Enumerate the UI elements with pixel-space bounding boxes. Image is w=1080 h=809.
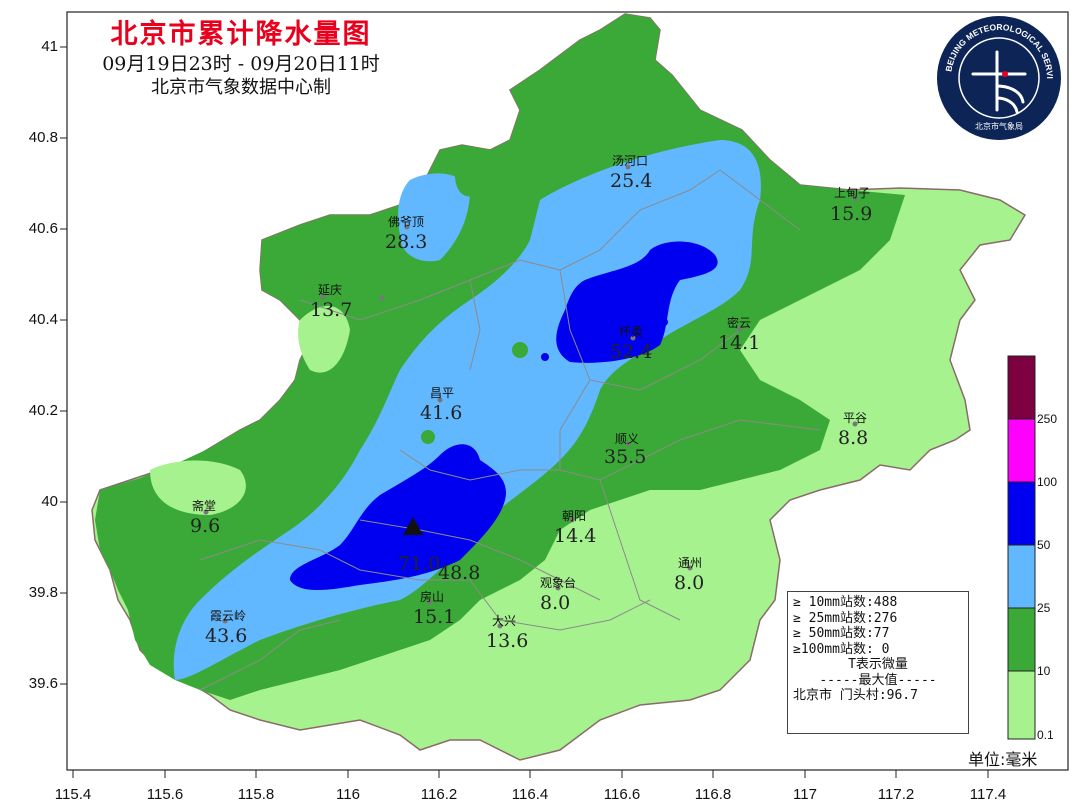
lon-tick-label: 116.4 (511, 786, 549, 803)
legend-label: 10 (1037, 664, 1051, 678)
station-value: 8.0 (674, 572, 705, 594)
station-value: 43.6 (205, 625, 248, 647)
station-name: 大兴 (492, 614, 517, 628)
lat-tick-label: 40.6 (28, 220, 58, 237)
station-value: 13.7 (310, 299, 353, 321)
rain-patch-blue-upper (455, 173, 477, 197)
station-name: 顺义 (615, 432, 640, 446)
station-name: 上甸子 (834, 186, 871, 200)
rain-dot-50-100-b (660, 318, 668, 326)
lon-tick-label: 116.2 (420, 786, 458, 803)
stats-line: ≥100mm站数: 0 (793, 641, 890, 657)
lat-tick-label: 41 (41, 38, 58, 55)
lat-tick-label: 40.4 (28, 311, 58, 328)
title-block: 北京市累计降水量图 09月19日23时 - 09月20日11时 北京市气象数据中… (76, 18, 406, 100)
station-value: 15.1 (413, 606, 456, 628)
lon-tick-label: 116.6 (603, 786, 641, 803)
legend-label: 250 (1037, 412, 1058, 426)
max-station-triangle-icon (403, 517, 423, 535)
rain-band-50-100-urban (290, 444, 506, 590)
unit-label: 单位:毫米 (968, 750, 1038, 769)
station-name: 平谷 (843, 411, 868, 425)
lon-tick-label: 117.4 (969, 786, 1007, 803)
station-value: 13.6 (486, 630, 529, 652)
station-stats-box: ≥ 10mm站数:488 ≥ 25mm站数:276 ≥ 50mm站数:77 ≥1… (787, 591, 969, 734)
station-name: 朝阳 (562, 509, 587, 523)
rain-patch-light-west (150, 460, 246, 515)
station-name: 密云 (727, 316, 752, 330)
legend-label: 100 (1037, 475, 1058, 489)
stats-line: 北京市 门头村:96.7 (793, 688, 918, 703)
lon-tick-label: 116.8 (694, 786, 732, 803)
rain-dot-green-b (421, 430, 435, 444)
lon-tick-label: 116 (336, 786, 360, 803)
station-value: 71.0 (398, 553, 441, 575)
rain-band-50-100-huairou (556, 241, 718, 363)
station-name: 房山 (420, 590, 445, 604)
lat-tick-label: 39.8 (28, 584, 58, 601)
lon-tick-label: 115.4 (54, 786, 92, 803)
lon-tick-label: 115.6 (146, 786, 184, 803)
map-title: 北京市累计降水量图 (110, 19, 372, 50)
stats-line: ≥ 50mm站数:77 (793, 626, 890, 641)
station-value: 35.5 (604, 446, 647, 468)
stats-line: -----最大值----- (819, 672, 937, 688)
lat-tick-label: 40 (41, 493, 58, 510)
station-name: 延庆 (318, 283, 343, 297)
legend-colorbar (1007, 355, 1036, 740)
lat-tick-label: 40.2 (28, 402, 58, 419)
station-value: 8.0 (540, 592, 571, 614)
station-markers (203, 164, 858, 629)
station-name: 通州 (678, 556, 703, 570)
lon-tick-label: 117 (793, 786, 817, 803)
station-value: 41.6 (420, 402, 463, 424)
station-value: 15.9 (830, 203, 873, 225)
station-value: 25.4 (610, 170, 653, 192)
beijing-meteorological-service-logo: BEIJING METEOROLOGICAL SERVICE 北京市气象局 (935, 14, 1061, 140)
station-value: 14.1 (718, 332, 761, 354)
station-name: 斋堂 (192, 499, 217, 513)
axis-ticks (60, 46, 989, 778)
station-value: 52.4 (610, 341, 653, 363)
legend-label: 50 (1037, 538, 1051, 552)
legend-label: 25 (1037, 601, 1051, 615)
map-period: 09月19日23时 - 09月20日11时 (102, 53, 380, 75)
rain-dot-green (512, 342, 528, 358)
lon-tick-label: 115.8 (237, 786, 275, 803)
station-value: 14.4 (554, 525, 597, 547)
logo-bottom-text: 北京市气象局 (975, 121, 1023, 131)
station-name: 怀柔 (619, 325, 644, 339)
rain-patch-blue-foyeding (398, 173, 470, 262)
station-value: 48.8 (438, 562, 481, 584)
lat-tick-label: 40.8 (28, 129, 58, 146)
legend-label: 0.1 (1037, 728, 1054, 742)
stats-line: ≥ 10mm站数:488 (793, 595, 898, 610)
station-name: 佛爷顶 (388, 215, 425, 229)
stats-line: ≥ 25mm站数:276 (793, 610, 898, 626)
station-value: 8.8 (838, 427, 869, 449)
stats-line: T表示微量 (848, 657, 908, 672)
station-name: 汤河口 (612, 154, 649, 168)
rain-patch-light-yanqing (298, 306, 350, 373)
station-name: 霞云岭 (210, 609, 247, 623)
map-source: 北京市气象数据中心制 (151, 77, 331, 98)
lon-tick-label: 117.2 (877, 786, 915, 803)
rain-dot-50-100 (541, 353, 549, 361)
lat-tick-label: 39.6 (28, 675, 58, 692)
district-boundaries (199, 169, 821, 691)
station-value: 9.6 (190, 515, 221, 537)
station-name: 昌平 (430, 386, 455, 400)
station-name: 观象台 (540, 576, 577, 590)
station-value: 28.3 (385, 231, 428, 253)
